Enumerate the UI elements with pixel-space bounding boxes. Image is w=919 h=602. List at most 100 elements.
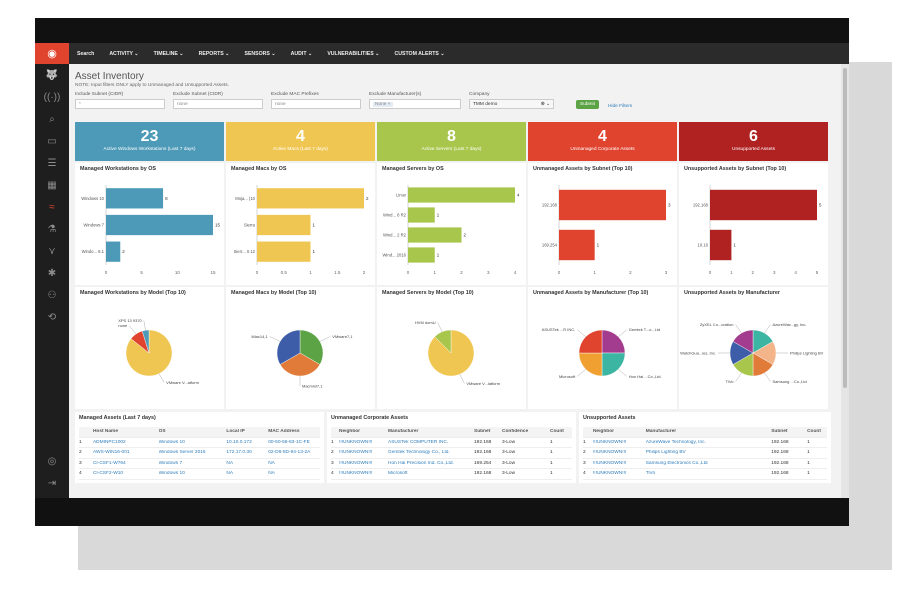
nav-item-2[interactable]: TIMELINE ⌄ [153, 50, 184, 57]
nav-item-6[interactable]: VULNERABILITIES ⌄ [327, 50, 380, 57]
value-label: 2 [366, 196, 369, 201]
bug-icon[interactable]: ✱ [47, 267, 57, 279]
bar[interactable] [559, 229, 595, 261]
summary-card[interactable]: 4 Active Macs (Last 7 days) [226, 122, 375, 161]
table-cell: !!!UNKNOWN!!! [339, 439, 373, 445]
user-icon[interactable]: ◉ [35, 43, 69, 64]
column-header[interactable]: Local IP [226, 429, 245, 435]
bar[interactable] [257, 214, 311, 236]
table-title: Unmanaged Corporate Assets [331, 415, 409, 421]
chart-title: Unsupported Assets by Manufacturer [684, 290, 780, 296]
subnet-input[interactable]: * [75, 99, 165, 109]
column-header[interactable]: Subnet [771, 429, 788, 435]
table-row[interactable]: 3 CI-CSF1-W764 Windows 7 NA NA [79, 459, 320, 469]
pie-slice[interactable] [732, 329, 754, 354]
table-row[interactable]: 1 ADMINPC1002 Windows 10 10.10.0.172 00-50-5… [79, 438, 320, 448]
column-header[interactable]: MAC Address [268, 429, 300, 435]
table-cell: 1 [807, 450, 810, 456]
table-row[interactable]: 2 AWS-WIN16-001 Windows Server 2016 172.17.… [79, 448, 320, 459]
scroll-thumb[interactable] [843, 68, 847, 388]
table-row[interactable]: 4 !!!UNKNOWN!!! TiVo 192.168 1 [583, 469, 827, 480]
bar[interactable] [408, 207, 435, 223]
column-header[interactable]: Manufacturer [388, 429, 419, 435]
bar[interactable] [408, 187, 515, 203]
nav-item-1[interactable]: ACTIVITY ⌄ [109, 50, 139, 57]
table-row[interactable]: 4 !!!UNKNOWN!!! Microsoft 192.168 3-Low 1 [331, 469, 572, 480]
pie-slice[interactable] [578, 329, 603, 354]
bar[interactable] [408, 227, 462, 243]
table-row[interactable]: 1 !!!UNKNOWN!!! AzureWave Technology, Inc.… [583, 438, 827, 448]
tick-label: 15 [210, 270, 216, 275]
column-header[interactable]: Neighbor [592, 429, 615, 435]
dashboard-icon[interactable]: ▦ [47, 179, 57, 191]
main-content: Asset Inventory NOTE: Input filters ONLY… [69, 64, 841, 498]
bar[interactable] [408, 247, 435, 263]
monitor-icon[interactable]: ▭ [47, 135, 57, 147]
column-header[interactable]: Host Name [92, 429, 118, 435]
column-header[interactable]: Neighbor [339, 429, 361, 435]
pie-slice[interactable] [276, 329, 301, 365]
summary-card[interactable]: 23 Active Windows Workstations (Last 7 da… [75, 122, 224, 161]
bar[interactable] [106, 214, 213, 236]
pie-slice[interactable] [578, 352, 603, 377]
excl-mac-input[interactable]: none [271, 99, 361, 109]
account-icon[interactable]: ◎ [47, 455, 57, 467]
hide-filters-link[interactable]: Hide Filters [607, 104, 633, 109]
company-select[interactable]: TMM demo ⊗ ⌄ [469, 99, 554, 109]
pie-slice[interactable] [601, 352, 626, 377]
bar[interactable] [710, 229, 732, 261]
excl-manu-input[interactable]: None × [369, 99, 461, 109]
excl-subnet-input[interactable]: none [173, 99, 263, 109]
table-cell: 10.10.0.172 [226, 439, 252, 445]
column-header[interactable]: OS [158, 429, 166, 435]
nav-item-5[interactable]: AUDIT ⌄ [290, 50, 313, 57]
search-icon[interactable]: ⌕ [49, 113, 55, 125]
column-header[interactable]: Count [807, 429, 821, 435]
bar[interactable] [559, 189, 666, 221]
table-row[interactable]: 3 !!!UNKNOWN!!! Hon Hai Precision Ind. Co.… [331, 459, 572, 469]
nav-item-3[interactable]: REPORTS ⌄ [198, 50, 230, 57]
submit-button[interactable]: Submit [576, 100, 599, 109]
bar[interactable] [257, 241, 311, 262]
tick-label: 2 [629, 270, 632, 275]
table-row[interactable]: 2 !!!UNKNOWN!!! Philips Lighting BV 192.168… [583, 448, 827, 459]
summary-card[interactable]: 6 Unsupported Assets [679, 122, 828, 161]
summary-card[interactable]: 4 Unmanaged Corporate Assets [528, 122, 677, 161]
table-row[interactable]: 1 !!!UNKNOWN!!! ASUSTek COMPUTER INC. 192.1… [331, 438, 572, 448]
bar[interactable] [710, 189, 817, 221]
column-header[interactable]: Subnet [474, 429, 491, 435]
bar[interactable] [257, 188, 364, 209]
pie-slice[interactable] [279, 352, 321, 377]
category-label: Linux [396, 193, 407, 198]
sensor-icon[interactable]: ((·)) [43, 91, 61, 103]
bar[interactable] [106, 188, 164, 209]
scrollbar[interactable] [841, 64, 849, 498]
table-title: Managed Assets (Last 7 days) [79, 415, 156, 421]
wolf-icon[interactable]: ≈ [49, 201, 55, 213]
sliders-icon[interactable]: ☰ [47, 157, 57, 169]
integrations-icon[interactable]: ⟲ [47, 311, 57, 323]
flask-icon[interactable]: ⚗ [47, 223, 57, 235]
users-icon[interactable]: ⚇ [47, 289, 57, 301]
pie-slice[interactable] [299, 329, 324, 365]
bar[interactable] [106, 241, 121, 262]
table-cell: Philips Lighting BV [645, 450, 686, 456]
column-header[interactable]: Confidence [502, 429, 529, 435]
network-icon[interactable]: ⋎ [48, 245, 56, 257]
nav-item-4[interactable]: SENSORS ⌄ [244, 50, 276, 57]
pie-slice[interactable] [601, 329, 626, 354]
nav-item-0[interactable]: Search [77, 50, 95, 57]
summary-card[interactable]: 8 Active Servers (Last 7 days) [377, 122, 526, 161]
table-row[interactable]: 4 CI-CSF2-W10 Windows 10 NA NA [79, 469, 320, 480]
column-header[interactable]: Manufacturer [645, 429, 677, 435]
logout-icon[interactable]: ⇥ [47, 477, 57, 489]
manu-tag[interactable]: None × [373, 102, 393, 107]
column-header[interactable]: Count [550, 429, 564, 435]
table-row[interactable]: 3 !!!UNKNOWN!!! Samsung Electronics Co.,Lt… [583, 459, 827, 469]
nav-item-7[interactable]: CUSTOM ALERTS ⌄ [394, 50, 445, 57]
monitor-frame: ◉ 🐺 ((·)) ⌕ ▭ ☰ ▦ ≈ ⚗ ⋎ ✱ ⚇ ⟲ ◎ ⇥ Search… [35, 18, 849, 526]
table-row[interactable]: 2 !!!UNKNOWN!!! Gemtek Technology Co., Ltd… [331, 448, 572, 459]
pie-slice[interactable] [434, 329, 452, 354]
table-cell: !!!UNKNOWN!!! [592, 471, 627, 477]
